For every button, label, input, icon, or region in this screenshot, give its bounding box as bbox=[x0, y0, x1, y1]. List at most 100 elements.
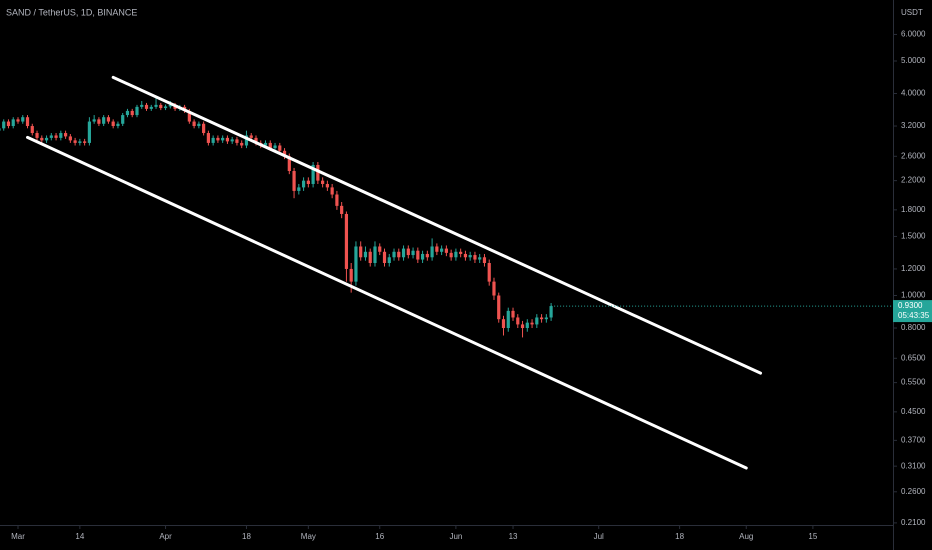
candle-body bbox=[11, 119, 15, 127]
candle-body bbox=[539, 317, 544, 320]
y-tick-label: 1.8000 bbox=[901, 205, 926, 214]
candle-body bbox=[97, 119, 101, 124]
candle-body bbox=[44, 137, 49, 141]
candle-body bbox=[463, 253, 468, 258]
candle-body bbox=[392, 251, 396, 258]
chart-title: SAND / TetherUS, 1D, BINANCE bbox=[6, 7, 137, 17]
candle-body bbox=[40, 137, 44, 141]
candle-body bbox=[349, 268, 353, 282]
candle-body bbox=[492, 281, 496, 296]
candle-body bbox=[482, 257, 487, 263]
candle-body bbox=[87, 121, 91, 143]
candle-body bbox=[535, 317, 539, 325]
candle-body bbox=[506, 310, 510, 329]
x-tick-label: Mar bbox=[11, 532, 25, 541]
candle-body bbox=[440, 248, 444, 252]
x-tick-label: 16 bbox=[375, 532, 384, 541]
candle-body bbox=[387, 257, 391, 263]
candle-body bbox=[368, 251, 372, 263]
candle-body bbox=[444, 248, 448, 253]
candle-body bbox=[406, 248, 410, 256]
candle-body bbox=[292, 171, 296, 191]
candle-body bbox=[473, 255, 477, 260]
candle-body bbox=[68, 136, 72, 141]
y-tick-label: 0.8000 bbox=[901, 323, 926, 332]
candle-body bbox=[340, 205, 344, 214]
candle-body bbox=[111, 121, 115, 127]
y-axis-unit: USDT bbox=[901, 8, 923, 17]
candle-body bbox=[254, 137, 258, 143]
candle-body bbox=[216, 137, 220, 141]
trend-line bbox=[111, 75, 763, 375]
candle-body bbox=[497, 295, 501, 320]
candle-body bbox=[411, 250, 415, 256]
candle-body bbox=[449, 252, 453, 258]
candle-body bbox=[430, 246, 434, 258]
candle-body bbox=[425, 253, 429, 258]
y-tick-label: 0.2100 bbox=[901, 518, 926, 527]
candle-body bbox=[130, 110, 134, 116]
y-tick-label: 3.2000 bbox=[901, 121, 926, 130]
candle-body bbox=[168, 104, 172, 107]
x-tick-label: Aug bbox=[739, 532, 753, 541]
candle-body bbox=[25, 117, 30, 127]
y-tick-label: 0.3100 bbox=[901, 461, 926, 470]
y-tick-label: 1.2000 bbox=[901, 264, 926, 273]
y-tick-label: 1.5000 bbox=[901, 232, 926, 241]
candle-body bbox=[278, 145, 282, 151]
candle-body bbox=[197, 123, 201, 127]
y-tick-label: 0.3700 bbox=[901, 435, 926, 444]
candle-body bbox=[135, 106, 139, 116]
x-tick-label: Jun bbox=[449, 532, 462, 541]
candle-body bbox=[287, 156, 291, 172]
candle-body bbox=[49, 135, 53, 138]
candle-body bbox=[501, 319, 506, 329]
candle-body bbox=[306, 180, 310, 184]
y-tick-label: 1.0000 bbox=[901, 291, 926, 300]
candle-body bbox=[16, 119, 20, 122]
candle-body bbox=[354, 246, 358, 282]
candle-body bbox=[149, 106, 153, 109]
candle-body bbox=[316, 164, 320, 181]
candle-body bbox=[121, 115, 125, 124]
last-price-label: 0.9300 bbox=[898, 301, 923, 310]
candle-body bbox=[282, 150, 287, 157]
candle-body bbox=[325, 183, 329, 188]
candle-body bbox=[373, 246, 377, 263]
candle-body bbox=[202, 123, 206, 134]
x-tick-label: Apr bbox=[159, 532, 172, 541]
candle-body bbox=[335, 194, 339, 206]
candle-body bbox=[249, 135, 253, 138]
candle-body bbox=[225, 137, 230, 142]
candle-body bbox=[297, 187, 301, 191]
x-tick-label: 13 bbox=[509, 532, 518, 541]
candle-body bbox=[2, 121, 6, 129]
y-tick-label: 5.0000 bbox=[901, 56, 926, 65]
candle-body bbox=[301, 180, 306, 188]
candle-body bbox=[159, 104, 163, 109]
candle-body bbox=[230, 139, 234, 142]
candle-body bbox=[435, 246, 439, 252]
y-tick-label: 2.2000 bbox=[901, 176, 926, 185]
candle-body bbox=[516, 317, 520, 325]
x-tick-label: Jul bbox=[594, 532, 604, 541]
x-tick-label: 18 bbox=[242, 532, 251, 541]
candle-body bbox=[125, 110, 130, 116]
candle-body bbox=[549, 306, 553, 318]
x-tick-label: 18 bbox=[675, 532, 684, 541]
candle-body bbox=[235, 139, 239, 143]
candle-body bbox=[273, 145, 277, 149]
candle-body bbox=[206, 133, 210, 143]
x-tick-label: 14 bbox=[75, 532, 84, 541]
candle-body bbox=[78, 141, 82, 143]
candle-body bbox=[144, 104, 149, 109]
candle-body bbox=[221, 137, 225, 141]
candle-body bbox=[520, 324, 525, 329]
candle-body bbox=[106, 117, 111, 122]
candle-body bbox=[378, 246, 382, 252]
candle-body bbox=[30, 126, 34, 134]
candle-body bbox=[35, 133, 39, 138]
candle-body bbox=[525, 322, 529, 329]
